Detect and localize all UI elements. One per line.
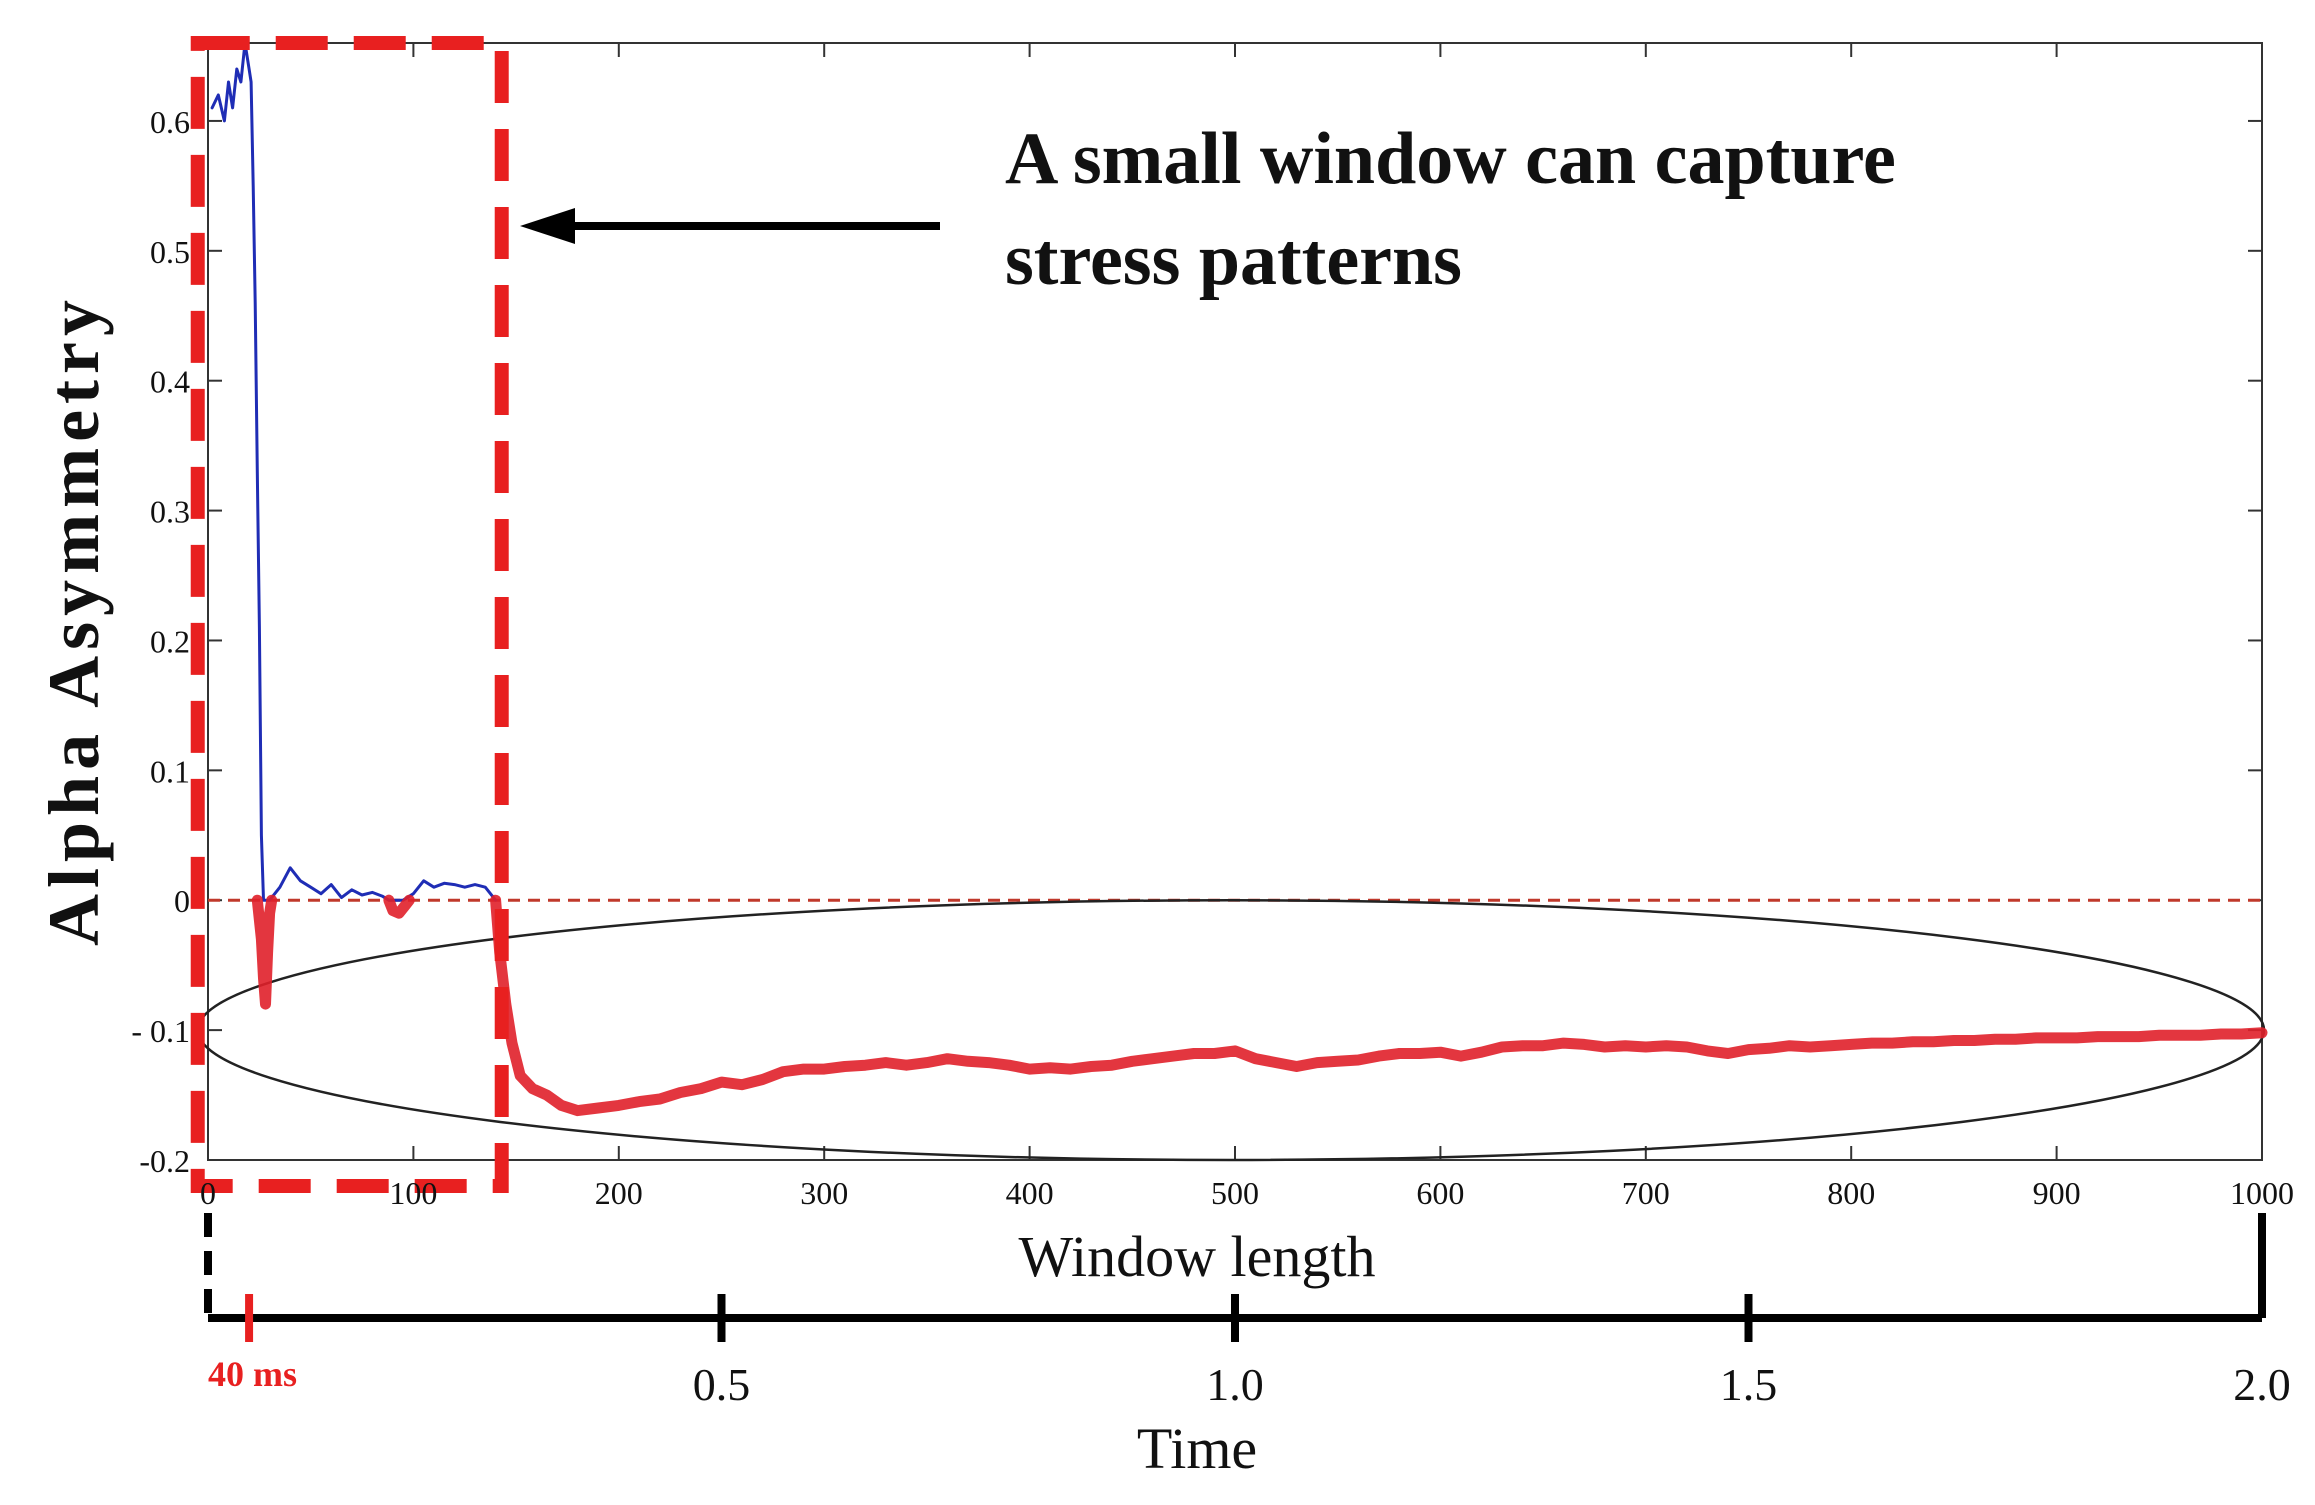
axis-ticks (207, 43, 2263, 1161)
time-axis: 0.5 1.0 1.5 2.0 40 ms (204, 1213, 2291, 1410)
x-tick-label: 300 (800, 1175, 848, 1211)
series-line-negative (251, 894, 278, 1010)
time-axis-label: Time (1137, 1416, 1257, 1481)
x-tick-label: 500 (1211, 1175, 1259, 1211)
x-axis-label: Window length (1019, 1224, 1376, 1289)
x-tick-label: 200 (595, 1175, 643, 1211)
plot-border (207, 42, 2263, 1161)
series-line-positive (210, 41, 498, 902)
x-tick-label: 1000 (2230, 1175, 2294, 1211)
y-tick-label: 0.1 (150, 753, 190, 789)
y-tick-label: 0.4 (150, 364, 190, 400)
series-line-negative (383, 894, 415, 919)
y-axis-label: Alpha Asymmetry (34, 294, 114, 946)
x-tick-label: 600 (1416, 1175, 1464, 1211)
x-tick-labels: 0 100 200 300 400 500 600 700 800 900 1000 (200, 1175, 2294, 1211)
highlight-box (190, 36, 509, 1193)
plot-frame (207, 42, 2263, 1161)
time-tick-label: 1.0 (1206, 1359, 1264, 1410)
x-tick-label: 900 (2033, 1175, 2081, 1211)
annotation-line-2: stress patterns (1005, 219, 1462, 301)
series-line-negative (490, 894, 2268, 1117)
y-tick-label: -0.2 (139, 1143, 190, 1179)
x-tick-label: 700 (1622, 1175, 1670, 1211)
x-tick-label: 800 (1827, 1175, 1875, 1211)
x-tick-label: 100 (389, 1175, 437, 1211)
y-tick-label: 0.5 (150, 234, 190, 270)
series-lines (210, 41, 2268, 1117)
annotation-arrow-head (520, 208, 575, 244)
time-tick-label: 2.0 (2233, 1359, 2291, 1410)
y-tick-labels: -0.2 - 0.1 0 0.1 0.2 0.3 0.4 0.5 0.6 (131, 104, 190, 1179)
y-tick-label: 0.3 (150, 494, 190, 530)
highlight-box-rect (190, 36, 509, 1193)
x-tick-label: 400 (1006, 1175, 1054, 1211)
annotation: A small window can capture stress patter… (520, 118, 1896, 301)
y-tick-label: 0.6 (150, 104, 190, 140)
time-tick-label: 1.5 (1720, 1359, 1778, 1410)
x-tick-label: 0 (200, 1175, 216, 1211)
y-tick-label: - 0.1 (131, 1013, 190, 1049)
time-tick-label: 0.5 (693, 1359, 751, 1410)
y-tick-label: 0.2 (150, 623, 190, 659)
time-marker-label: 40 ms (208, 1354, 297, 1394)
annotation-line-1: A small window can capture (1005, 118, 1896, 200)
y-tick-label: 0 (174, 883, 190, 919)
